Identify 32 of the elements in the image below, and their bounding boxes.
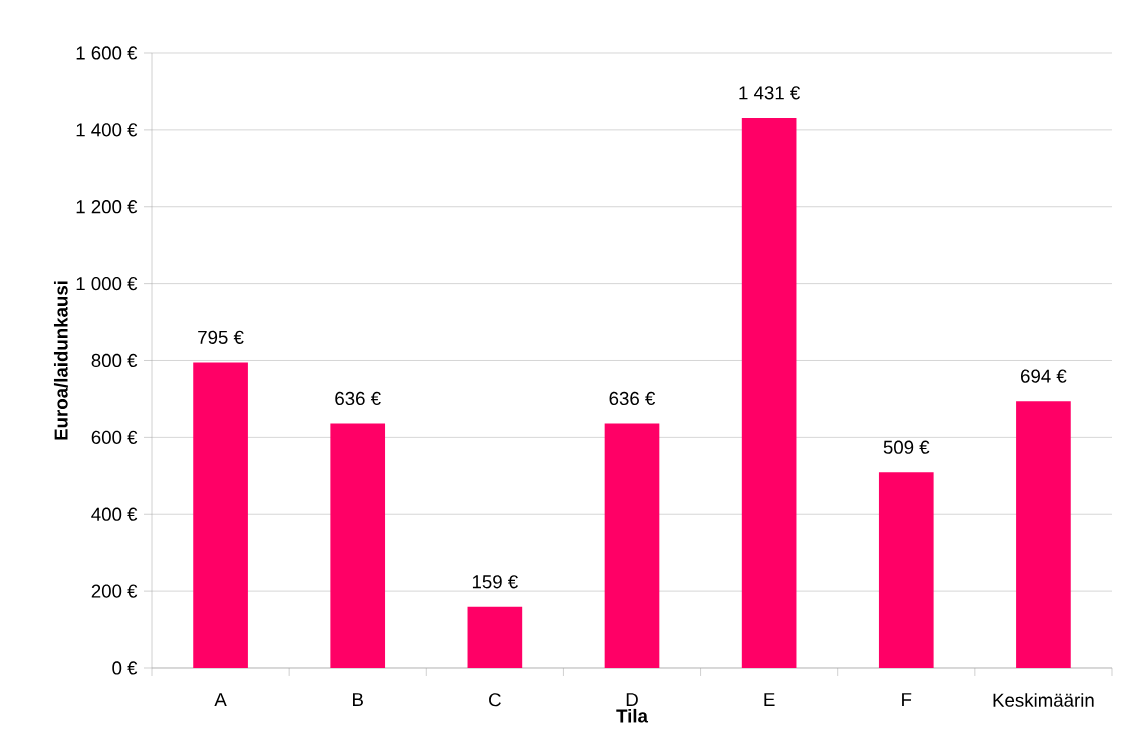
x-tick-label: F	[902, 693, 912, 706]
y-tick-label: 800 €	[91, 353, 138, 368]
y-tick-label: 600 €	[91, 430, 138, 444]
y-tick-label: 1 400 €	[76, 123, 138, 137]
bar	[741, 117, 797, 668]
x-tick-label: B	[353, 693, 363, 706]
bar	[878, 472, 934, 668]
y-tick-label: 1 600 €	[76, 46, 138, 60]
y-tick-label: 400 €	[91, 507, 138, 521]
data-label: 795 €	[198, 330, 244, 344]
x-tick-label: D	[626, 693, 638, 706]
data-label: 636 €	[335, 391, 381, 406]
bar	[330, 423, 386, 668]
y-tick-label: 1 200 €	[76, 200, 138, 214]
data-label: 159 €	[472, 575, 518, 589]
bar	[467, 606, 523, 668]
bar	[193, 362, 248, 668]
data-label: 509 €	[883, 440, 930, 454]
bar	[604, 423, 660, 668]
y-axis-title: Euroa/laidunkausi	[53, 281, 68, 440]
x-tick-label: Keskimäärin	[993, 693, 1094, 707]
y-tick-label: 0 €	[112, 661, 138, 675]
data-label: 1 431 €	[739, 86, 800, 100]
y-tick-label: 1 000 €	[76, 276, 138, 291]
data-label: 694 €	[1021, 369, 1067, 383]
data-label: 636 €	[609, 391, 656, 406]
x-axis-title: Tila	[616, 708, 649, 723]
x-tick-label: A	[214, 693, 227, 706]
x-tick-label: C	[489, 693, 501, 707]
x-tick-label: E	[764, 693, 775, 706]
bar	[1016, 401, 1071, 668]
y-tick-label: 200 €	[91, 584, 138, 598]
